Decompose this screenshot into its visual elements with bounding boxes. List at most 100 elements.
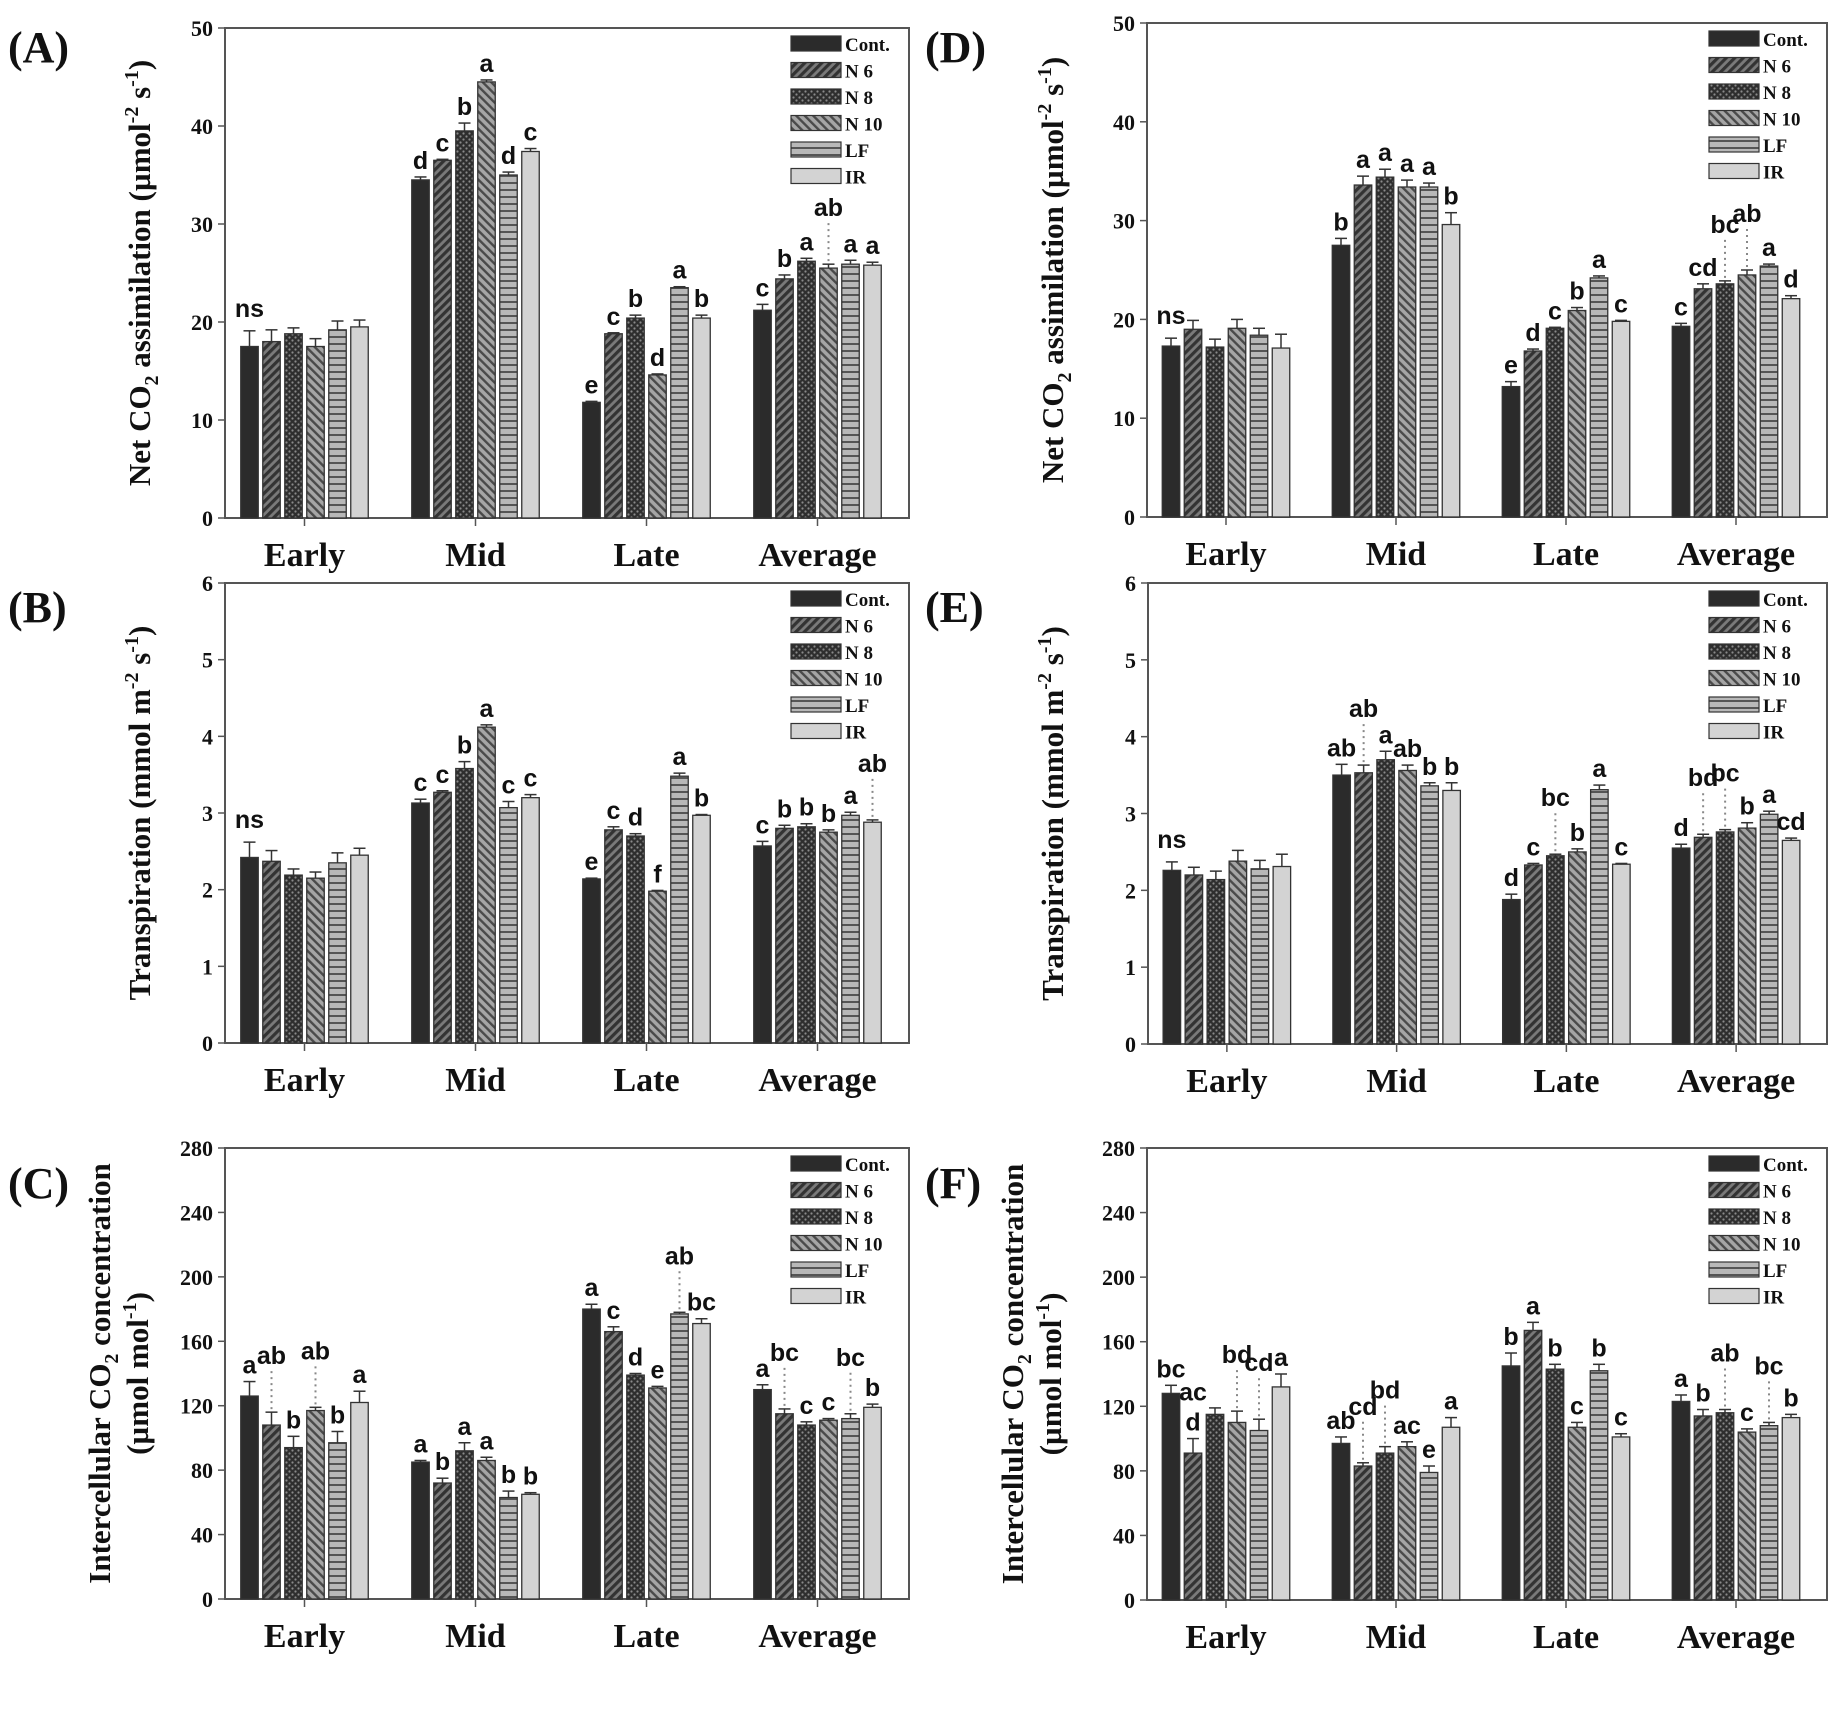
legend-swatch — [1708, 1234, 1760, 1252]
significance-letter: c — [524, 765, 538, 793]
bar — [604, 333, 623, 519]
significance-letter: d — [628, 1344, 643, 1372]
significance-letter: c — [607, 1297, 621, 1325]
legend-swatch — [790, 722, 842, 740]
legend-swatch — [1708, 643, 1760, 660]
significance-letter: e — [585, 371, 599, 399]
significance-letter: ab — [1327, 734, 1356, 762]
plot-frame — [224, 1147, 910, 1600]
legend-swatch — [790, 35, 842, 52]
bar — [1759, 1425, 1779, 1601]
bar — [328, 862, 347, 1044]
legend-label: N 10 — [1763, 670, 1800, 691]
x-tick-label: Mid — [1366, 536, 1427, 573]
significance-letter: a — [866, 232, 881, 260]
significance-letter: a — [1378, 139, 1393, 167]
bar — [1611, 320, 1631, 518]
y-axis-label: Net CO2 assimilation (µmol-2 s-1) — [1034, 57, 1076, 483]
legend-swatch — [1708, 1208, 1760, 1225]
y-tick-label: 3 — [202, 801, 213, 826]
legend-label: N 8 — [1763, 643, 1791, 664]
significance-letter: c — [1740, 1399, 1754, 1427]
legend-label: N 6 — [845, 617, 873, 638]
bar — [1523, 350, 1543, 518]
x-tick-label: Average — [1677, 536, 1795, 573]
significance-letter: b — [330, 1401, 345, 1429]
legend-label: LF — [1763, 696, 1787, 717]
bar — [582, 1308, 601, 1600]
legend-swatch — [790, 167, 842, 185]
bar — [1693, 836, 1713, 1045]
significance-letter: b — [799, 794, 814, 822]
bar — [1781, 839, 1801, 1045]
bar — [1376, 759, 1396, 1045]
bar — [477, 81, 496, 519]
y-tick-label: 160 — [180, 1329, 213, 1354]
significance-letter: c — [524, 119, 538, 147]
x-tick-label: Mid — [445, 537, 506, 574]
bar — [819, 267, 838, 519]
y-tick-label: 20 — [1113, 307, 1135, 332]
bar — [582, 878, 601, 1044]
significance-letter: a — [756, 1355, 771, 1383]
significance-letter: bd — [1370, 1377, 1401, 1405]
bar — [1781, 298, 1801, 518]
bar — [1737, 274, 1757, 518]
panel-b: (B) Transpiration (mmol m-2 s-1) 0 1 2 3 4 5 6 Ea… — [8, 571, 910, 1099]
significance-letter: e — [1422, 1436, 1436, 1464]
bar — [1162, 869, 1182, 1045]
significance-letter: c — [1526, 833, 1540, 861]
significance-letter: a — [673, 257, 688, 285]
legend-swatch — [790, 88, 842, 105]
bar — [797, 260, 816, 519]
significance-letter: a — [1762, 234, 1777, 262]
legend-swatch — [790, 643, 842, 660]
bar — [1183, 328, 1203, 518]
plot-frame — [224, 27, 910, 519]
significance-letter: b — [1503, 1323, 1518, 1351]
plot-frame — [1146, 22, 1828, 518]
bar — [863, 1406, 882, 1600]
significance-letter: b — [821, 800, 836, 828]
significance-letter: b — [286, 1406, 301, 1434]
significance-letter: ab — [1393, 735, 1422, 763]
bar — [692, 814, 711, 1044]
significance-letter: c — [1614, 1404, 1628, 1432]
bar — [1545, 1368, 1565, 1601]
y-axis-label-line2: (µmol mol-1) — [1032, 1293, 1068, 1456]
bar — [1441, 223, 1461, 518]
y-tick-label: 30 — [1113, 209, 1135, 234]
y-tick-label: 20 — [191, 310, 213, 335]
legend-label: LF — [845, 1261, 869, 1282]
bar — [306, 877, 325, 1044]
legend-label: LF — [1763, 136, 1787, 157]
significance-letter: ab — [301, 1337, 330, 1365]
legend-label: N 6 — [1763, 617, 1791, 638]
significance-letter: ns — [1157, 826, 1186, 854]
bar — [797, 826, 816, 1044]
bar — [411, 179, 430, 519]
bar — [775, 1413, 794, 1600]
significance-letter: a — [1444, 1388, 1459, 1416]
y-tick-label: 200 — [180, 1265, 213, 1290]
bar — [648, 374, 667, 519]
panel-letter: (A) — [8, 23, 69, 72]
significance-letter: a — [1592, 246, 1607, 274]
bar — [841, 814, 860, 1044]
legend-swatch — [1708, 162, 1760, 180]
significance-letter: bc — [836, 1344, 865, 1372]
bar — [1442, 789, 1462, 1045]
significance-letter: b — [777, 795, 792, 823]
bar — [670, 1313, 689, 1600]
panel-a: (A) Net CO2 assimilation (µmol-2 s-1) 0 10 2… — [8, 16, 910, 574]
bar — [1272, 865, 1292, 1045]
bar — [1501, 898, 1521, 1045]
panel-c: (C) Intercellular CO2 concentration(µmol … — [8, 1136, 910, 1655]
bar — [648, 1387, 667, 1600]
legend-label: IR — [845, 1288, 866, 1309]
bar — [1375, 1452, 1395, 1601]
legend-swatch — [1708, 136, 1760, 153]
significance-letter: ac — [1393, 1412, 1421, 1440]
bar — [262, 340, 281, 519]
